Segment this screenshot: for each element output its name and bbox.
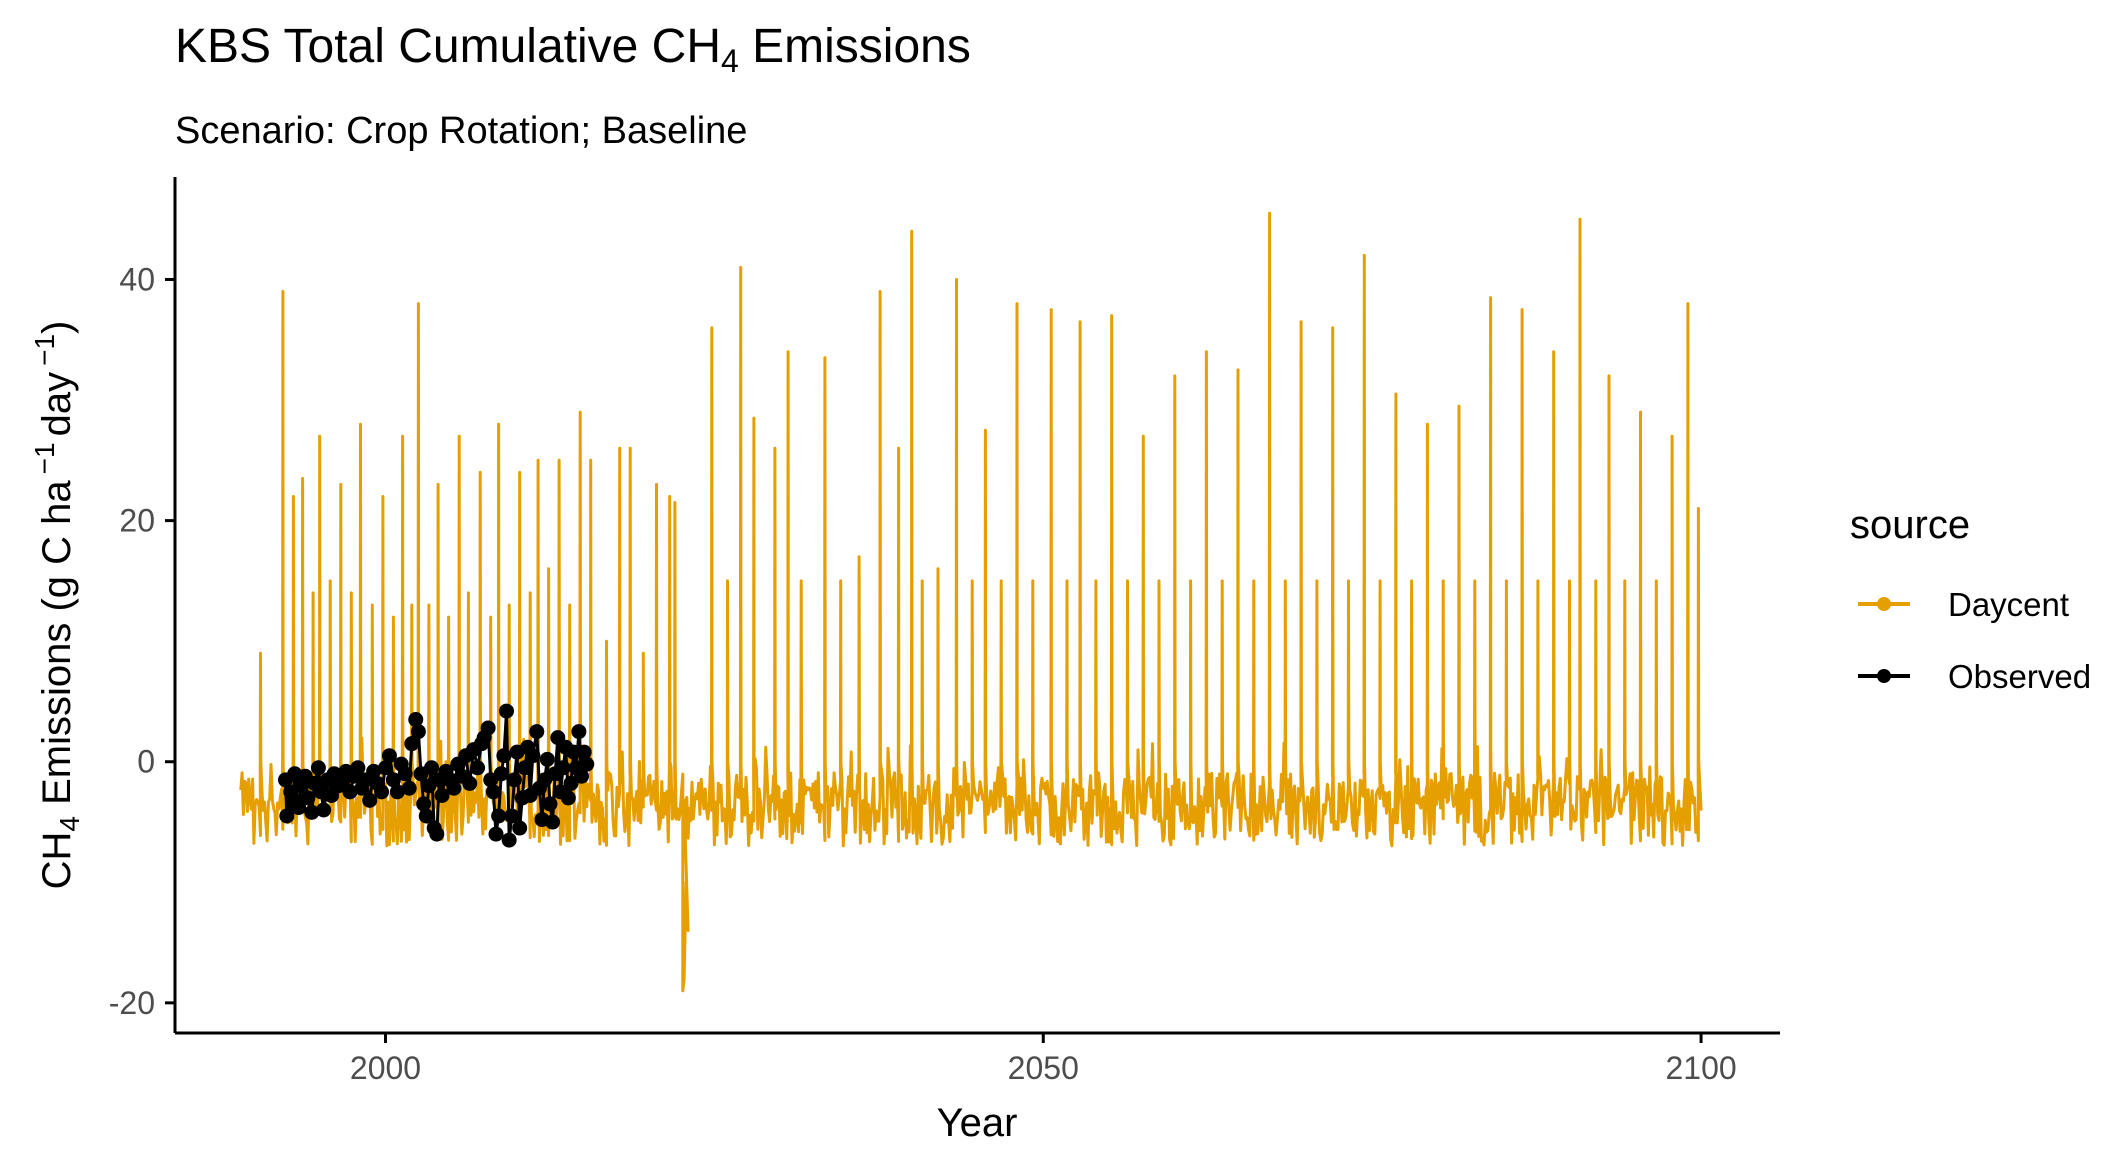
legend-entry-observed: Observed — [1858, 658, 2091, 695]
y-tick-label: -20 — [109, 985, 155, 1021]
chart-title: KBS Total Cumulative CH4 Emissions — [175, 20, 971, 79]
plot-area — [239, 211, 1703, 993]
legend: source Daycent Observed — [1850, 503, 2091, 695]
y-tick-label: 40 — [119, 261, 155, 297]
legend-title: source — [1850, 503, 1970, 547]
legend-entry-daycent: Daycent — [1858, 586, 2069, 623]
y-axis-ticks: -20 0 20 40 — [109, 261, 175, 1021]
legend-label-daycent: Daycent — [1948, 586, 2069, 623]
x-tick-label: 2050 — [1008, 1050, 1079, 1086]
legend-key-observed-point — [1877, 669, 1891, 683]
daycent-line — [239, 211, 1703, 993]
x-axis-title: Year — [937, 1101, 1018, 1145]
legend-label-observed: Observed — [1948, 658, 2091, 695]
daycent-series — [239, 211, 1703, 993]
y-tick-label: 0 — [137, 744, 155, 780]
x-axis-ticks: 2000 2050 2100 — [350, 1033, 1737, 1086]
observed-series — [278, 703, 595, 848]
x-tick-label: 2000 — [350, 1050, 421, 1086]
y-tick-label: 20 — [119, 503, 155, 539]
x-tick-label: 2100 — [1665, 1050, 1736, 1086]
chart-subtitle: Scenario: Crop Rotation; Baseline — [175, 110, 747, 152]
y-axis-title: CH4 Emissions (g C ha−1day−1) — [29, 321, 85, 890]
legend-key-daycent-point — [1877, 597, 1891, 611]
observed-line — [284, 711, 589, 841]
